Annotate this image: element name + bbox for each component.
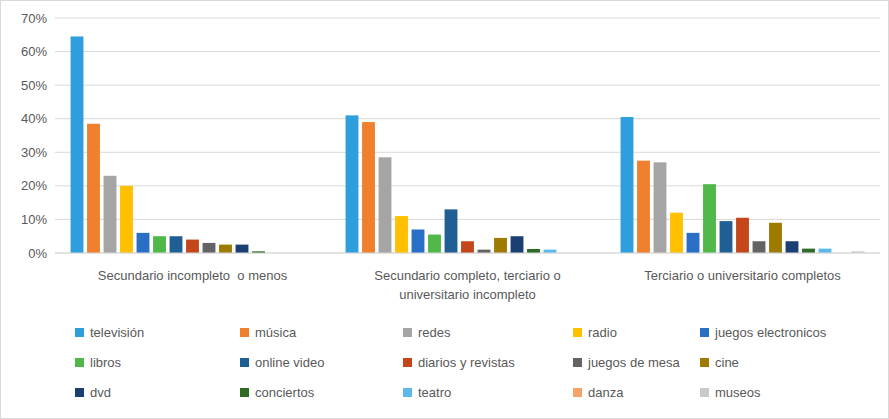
y-tick-label: 30%: [21, 145, 47, 160]
legend-label: museos: [715, 385, 761, 400]
bar: [494, 238, 507, 253]
bar: [670, 213, 683, 253]
grid-line: [55, 85, 880, 86]
y-tick-label: 60%: [21, 44, 47, 59]
bar: [412, 230, 425, 254]
legend-swatch: [75, 358, 84, 367]
grid-line: [55, 253, 880, 254]
legend-swatch: [240, 328, 249, 337]
bar: [687, 233, 700, 253]
bar: [544, 250, 557, 253]
chart-frame: [1, 1, 889, 419]
bar: [445, 209, 458, 253]
bar: [654, 162, 667, 253]
bar: [346, 115, 359, 253]
category-label-line: Secundario completo, terciario o: [374, 268, 560, 283]
y-tick-label: 20%: [21, 178, 47, 193]
legend-label: libros: [90, 355, 122, 370]
bar: [379, 157, 392, 253]
legend-swatch: [75, 388, 84, 397]
legend-swatch: [403, 358, 412, 367]
legend-label: danza: [588, 385, 624, 400]
bar: [87, 124, 100, 253]
legend-label: online video: [255, 355, 324, 370]
grid-line: [55, 219, 880, 220]
bar: [786, 241, 799, 253]
bar: [802, 249, 815, 253]
legend-swatch: [240, 358, 249, 367]
legend-label: juegos electronicos: [714, 325, 827, 340]
bar: [186, 240, 199, 253]
legend-swatch: [240, 388, 249, 397]
bar: [769, 223, 782, 253]
bar: [753, 241, 766, 253]
legend-label: radio: [588, 325, 617, 340]
bar: [120, 186, 133, 253]
bar: [203, 243, 216, 253]
bar: [153, 236, 166, 253]
category-label: Secundario completo, terciario o universi…: [374, 268, 560, 302]
legend-label: redes: [418, 325, 451, 340]
legend-label: cine: [715, 355, 739, 370]
legend-label: juegos de mesa: [587, 355, 681, 370]
bar: [236, 245, 249, 253]
y-tick-label: 70%: [21, 11, 47, 26]
bar: [137, 233, 150, 253]
bar: [104, 176, 117, 253]
grid-line: [55, 18, 880, 19]
y-tick-label: 50%: [21, 78, 47, 93]
legend-swatch: [403, 328, 412, 337]
bar: [527, 249, 540, 253]
legend-swatch: [573, 388, 582, 397]
bar: [621, 117, 634, 253]
legend-label: conciertos: [255, 385, 315, 400]
bar: [720, 221, 733, 253]
category-label: Secundario incompleto o menos: [98, 268, 288, 283]
legend-swatch: [75, 328, 84, 337]
legend-swatch: [403, 388, 412, 397]
legend-label: dvd: [90, 385, 111, 400]
y-tick-label: 40%: [21, 111, 47, 126]
legend-swatch: [573, 358, 582, 367]
category-label-line: universitario incompleto: [399, 287, 536, 302]
legend-label: teatro: [418, 385, 451, 400]
bar: [170, 236, 183, 253]
y-tick-label: 10%: [21, 212, 47, 227]
y-axis: [55, 18, 56, 253]
bar: [637, 161, 650, 253]
x-axis: [55, 253, 880, 254]
legend-label: televisión: [90, 325, 144, 340]
legend-label: diarios y revistas: [418, 355, 515, 370]
bar: [736, 218, 749, 253]
grid-line: [55, 118, 880, 119]
bar: [478, 250, 491, 253]
legend-swatch: [700, 358, 709, 367]
bar: [395, 216, 408, 253]
legend-swatch: [700, 328, 709, 337]
bar: [461, 241, 474, 253]
category-label: Terciario o universitario completos: [644, 268, 841, 283]
legend-swatch: [573, 328, 582, 337]
grid-line: [55, 185, 880, 186]
bar: [819, 249, 832, 253]
bar: [511, 236, 524, 253]
category-label-line: Secundario incompleto o menos: [98, 268, 288, 283]
category-label-line: Terciario o universitario completos: [644, 268, 841, 283]
bar: [362, 122, 375, 253]
grid-line: [55, 51, 880, 52]
bar: [219, 245, 232, 253]
bar: [703, 184, 716, 253]
y-tick-label: 0%: [28, 246, 47, 261]
bar: [428, 235, 441, 253]
chart: 0% 10% 20% 30% 40% 50% 60% 70% Secundario incomp…: [0, 0, 889, 419]
bar: [71, 36, 84, 253]
bars: [71, 36, 865, 253]
legend-swatch: [700, 388, 709, 397]
legend-label: música: [255, 325, 297, 340]
grid-line: [55, 152, 880, 153]
